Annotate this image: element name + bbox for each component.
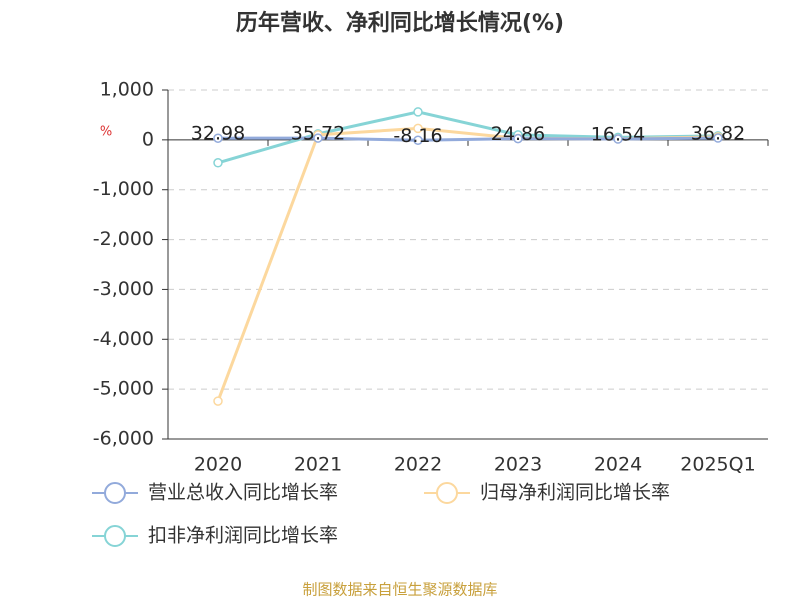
point [213,158,223,168]
y-tick-label: -6,000 [93,428,154,450]
y-tick-label: 1,000 [100,79,154,101]
point [413,107,423,117]
y-tick-label: -2,000 [93,228,154,250]
y-tick-label: -5,000 [93,378,154,400]
point [613,134,623,144]
chart-title: 历年营收、净利同比增长情况(%) [236,10,564,36]
legend-marker [104,482,126,504]
y-tick-label: -3,000 [93,278,154,300]
x-tick-label: 2024 [594,454,642,476]
data-label: 36.82 [691,123,745,145]
point [513,133,523,144]
data-label: 16.54 [591,124,645,146]
point [713,133,723,143]
x-tick-label: 2025Q1 [680,454,755,476]
source: 制图数据来自恒生聚源数据库 [302,581,497,599]
point [213,133,223,143]
x-tick-label: 2021 [294,454,342,476]
data-label: 24.86 [491,123,545,145]
legend-label: 扣非净利润同比增长率 [148,525,338,547]
legend-marker [436,482,458,504]
y-tick-label: -4,000 [93,328,154,350]
data-label: 35.72 [291,123,345,145]
legend-label: 归母净利润同比增长率 [480,482,670,504]
point [313,133,323,143]
y-tick-label: 0 [142,128,154,150]
point [213,396,223,406]
point [413,135,423,146]
y-unit: % [100,125,112,140]
data-label: 32.98 [191,123,245,145]
legend-label: 营业总收入同比增长率 [148,482,338,504]
point [413,123,423,134]
y-tick-label: -1,000 [93,178,154,200]
data-label: -8.16 [393,125,442,147]
x-tick-label: 2020 [194,454,242,476]
series-line [217,136,719,142]
legend-marker [104,525,126,547]
x-tick-label: 2023 [494,454,542,476]
series-line [216,126,719,402]
x-tick-label: 2022 [394,454,442,476]
